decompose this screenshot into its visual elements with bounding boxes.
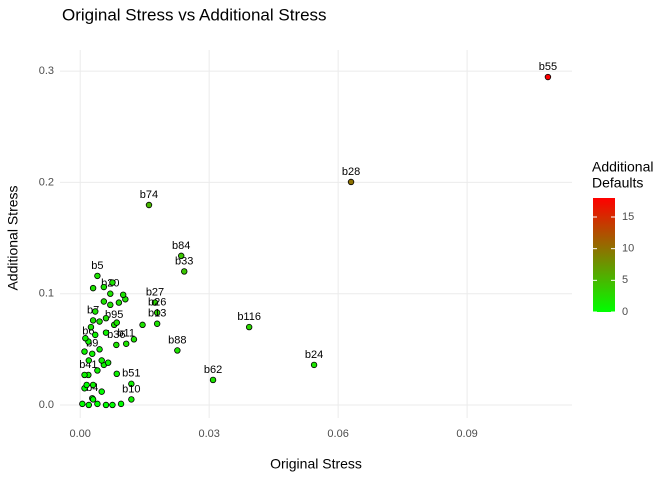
point	[117, 400, 125, 408]
point-label: b41	[79, 359, 97, 371]
point-label: b95	[105, 309, 123, 321]
point	[139, 321, 146, 329]
y-tick-label: 0.0	[39, 399, 54, 411]
point	[94, 400, 101, 408]
color-bar	[593, 198, 615, 312]
y-tick-label: 0.2	[39, 176, 54, 188]
point-label: b10	[122, 383, 140, 395]
legend-title: Defaults	[592, 175, 643, 191]
point	[82, 335, 89, 342]
y-tick-label: 0.3	[39, 65, 54, 77]
point	[102, 329, 110, 336]
point-label: b88	[168, 334, 186, 346]
y-tick-label: 0.1	[39, 288, 54, 300]
point	[96, 318, 103, 325]
legend-label: 0	[622, 306, 628, 318]
point	[145, 201, 153, 209]
point-label: b26	[148, 297, 166, 309]
point-label: b33	[175, 255, 193, 267]
point	[128, 396, 135, 403]
point	[81, 371, 88, 379]
point	[113, 319, 120, 326]
point-label: b51	[122, 368, 140, 380]
point-label: b116	[237, 311, 261, 323]
point	[130, 336, 138, 343]
point	[107, 301, 114, 309]
point	[96, 346, 103, 353]
point	[109, 279, 116, 286]
point-label: b13	[148, 308, 166, 320]
point	[100, 283, 108, 291]
point	[89, 284, 97, 292]
point-label: b11	[117, 328, 135, 340]
point	[113, 341, 120, 349]
point	[107, 290, 114, 297]
point	[178, 252, 185, 260]
x-axis-title: Original Stress	[270, 456, 362, 472]
point	[89, 381, 97, 389]
point-label: b27	[146, 287, 164, 299]
point-label: b62	[204, 364, 222, 376]
point	[92, 331, 99, 339]
point	[85, 401, 93, 409]
point	[128, 380, 135, 388]
point	[94, 367, 101, 374]
point-label: b5	[91, 260, 103, 272]
point	[87, 323, 95, 331]
legend-title: Additional	[592, 159, 654, 175]
point	[83, 381, 90, 389]
x-tick-label: 0.03	[198, 428, 219, 440]
point	[245, 323, 253, 331]
point	[98, 357, 105, 364]
point	[123, 340, 130, 347]
point	[209, 376, 217, 384]
point	[104, 359, 112, 366]
x-tick-label: 0.06	[327, 428, 348, 440]
point	[102, 314, 110, 322]
x-tick-label: 0.00	[69, 428, 90, 440]
point-label: b36	[107, 329, 125, 341]
x-tick-label: 0.09	[456, 428, 477, 440]
point	[98, 388, 105, 395]
point	[89, 396, 97, 403]
chart-title: Original Stress vs Additional Stress	[62, 5, 327, 24]
point	[109, 401, 116, 409]
legend-label: 10	[622, 243, 634, 255]
point	[153, 320, 161, 327]
point-label: b55	[539, 61, 557, 73]
point	[89, 317, 97, 324]
y-axis-title: Additional Stress	[5, 185, 21, 290]
point	[79, 400, 86, 408]
point	[544, 73, 552, 81]
legend-label: 5	[622, 274, 628, 286]
point-label: b28	[342, 166, 360, 178]
point	[85, 357, 93, 364]
point	[174, 347, 181, 354]
point-label: b74	[140, 189, 158, 201]
point	[310, 361, 318, 369]
point	[94, 272, 101, 280]
point	[81, 348, 88, 355]
point	[102, 401, 110, 409]
point	[115, 299, 123, 306]
point-label: b84	[172, 240, 190, 252]
point	[89, 350, 96, 357]
point	[119, 291, 127, 299]
point	[347, 178, 355, 186]
point	[151, 299, 159, 306]
legend-label: 15	[622, 211, 634, 223]
point-label: b24	[305, 349, 323, 361]
point	[153, 309, 161, 316]
point	[113, 370, 120, 378]
point	[181, 268, 188, 275]
point	[100, 298, 108, 305]
point	[92, 308, 99, 315]
